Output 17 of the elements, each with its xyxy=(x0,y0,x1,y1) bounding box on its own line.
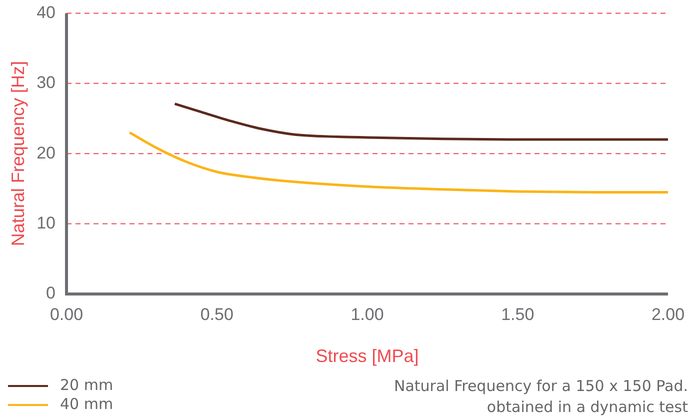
y-tick-label: 20 xyxy=(36,143,56,162)
x-tick-label: 1.50 xyxy=(501,304,534,324)
y-tick-label: 30 xyxy=(36,73,56,92)
x-tick-label: 1.00 xyxy=(350,304,384,324)
x-tick-label: 0.00 xyxy=(50,304,84,324)
x-axis-title: Stress [MPa] xyxy=(316,346,419,366)
y-tick-label: 10 xyxy=(36,213,56,232)
line-series xyxy=(174,102,668,141)
line-series xyxy=(128,131,668,194)
x-tick-label: 0.50 xyxy=(200,304,234,324)
y-tick-label: 40 xyxy=(36,2,56,22)
legend-label: 20 mm xyxy=(60,376,114,395)
text: Natural Frequency for a 150 x 150 Pad. obtained in a dynamic test xyxy=(394,376,688,416)
x-tick-label: 2.00 xyxy=(651,304,685,324)
legend-label: 40 mm xyxy=(60,395,114,414)
y-tick-label: 0 xyxy=(46,284,56,303)
y-axis-title: Natural Frequency [Hz] xyxy=(8,61,28,246)
